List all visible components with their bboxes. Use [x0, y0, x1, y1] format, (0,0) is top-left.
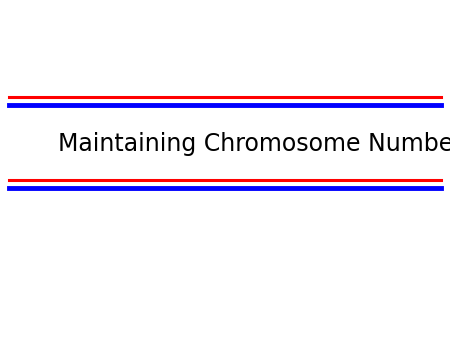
Text: Maintaining Chromosome Number: Maintaining Chromosome Number	[58, 131, 450, 156]
